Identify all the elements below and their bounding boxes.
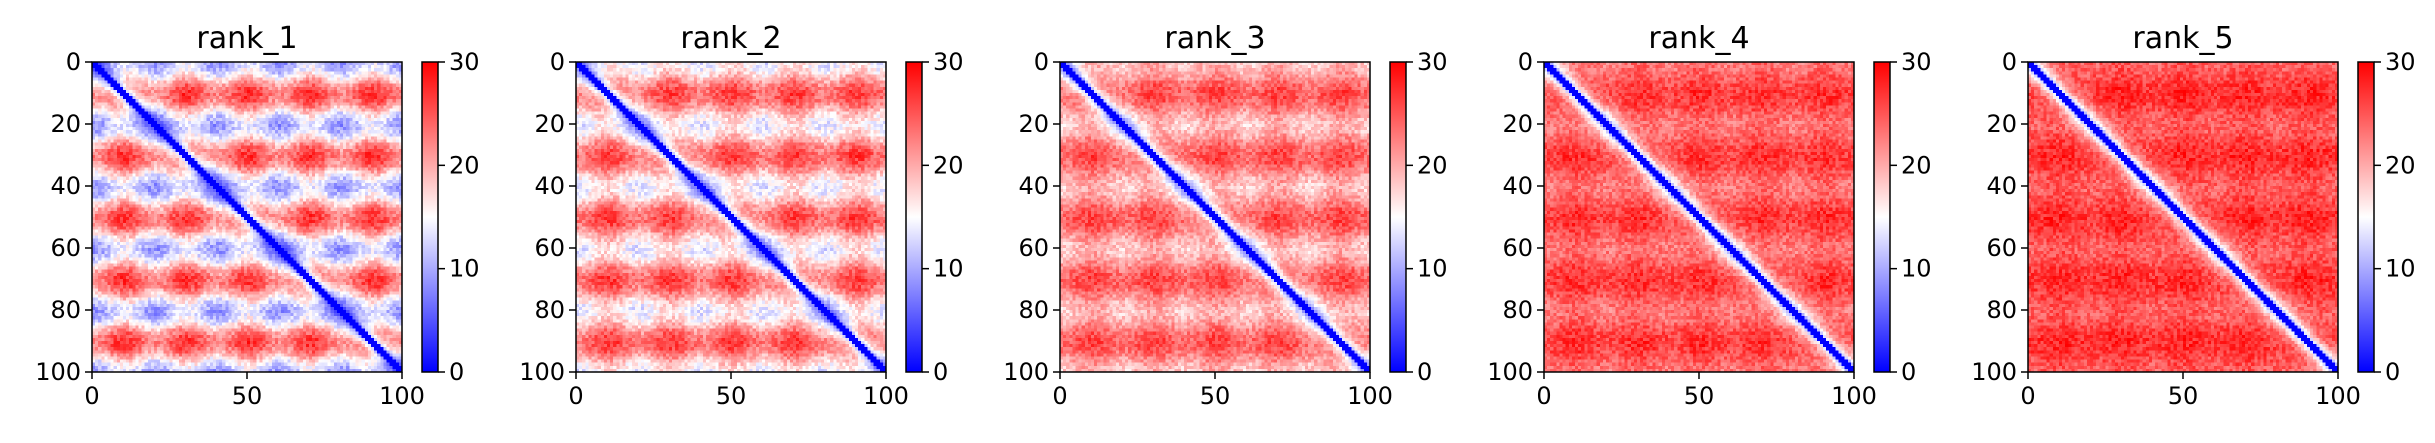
panel-title: rank_3 (1164, 21, 1265, 56)
colorbar (1389, 61, 1407, 373)
y-tick-label: 40 (1502, 172, 1533, 200)
colorbar-tick-label: 0 (1901, 358, 1916, 386)
y-tick-label: 60 (1502, 234, 1533, 262)
y-tick-label: 20 (1502, 110, 1533, 138)
colorbar-tick-label: 30 (1417, 48, 1448, 76)
x-tick-label: 100 (1831, 382, 1877, 410)
colorbar-tick-label: 30 (933, 48, 964, 76)
x-tick-label: 100 (379, 382, 425, 410)
x-tick-label: 50 (1684, 382, 1715, 410)
colorbar-tick-label: 10 (2385, 255, 2416, 283)
colorbar (1873, 61, 1891, 373)
y-tick-label: 0 (550, 48, 565, 76)
y-tick-label: 60 (50, 234, 81, 262)
y-tick-label: 0 (66, 48, 81, 76)
x-tick-label: 0 (1536, 382, 1551, 410)
y-tick-label: 100 (35, 358, 81, 386)
y-tick-label: 60 (534, 234, 565, 262)
y-tick-label: 40 (50, 172, 81, 200)
colorbar-tick-label: 30 (449, 48, 480, 76)
y-tick-label: 80 (1986, 296, 2017, 324)
x-tick-label: 50 (1200, 382, 1231, 410)
x-tick-label: 50 (232, 382, 263, 410)
y-tick-label: 80 (534, 296, 565, 324)
y-tick-label: 100 (1487, 358, 1533, 386)
y-tick-label: 0 (1518, 48, 1533, 76)
x-tick-label: 0 (1052, 382, 1067, 410)
panel-title: rank_4 (1648, 21, 1749, 56)
colorbar-tick-label: 20 (1901, 151, 1932, 179)
y-tick-label: 40 (1986, 172, 2017, 200)
x-tick-label: 0 (2020, 382, 2035, 410)
y-tick-label: 80 (50, 296, 81, 324)
y-tick-label: 60 (1986, 234, 2017, 262)
colorbar-tick-label: 30 (2385, 48, 2416, 76)
colorbar-tick-label: 0 (933, 358, 948, 386)
x-tick-label: 0 (84, 382, 99, 410)
y-tick-label: 0 (1034, 48, 1049, 76)
colorbar-tick-label: 0 (449, 358, 464, 386)
heatmap-image (1060, 62, 1370, 372)
y-tick-label: 20 (1018, 110, 1049, 138)
colorbar-tick-label: 10 (933, 255, 964, 283)
x-tick-label: 0 (568, 382, 583, 410)
y-tick-label: 40 (534, 172, 565, 200)
heatmap-image (2028, 62, 2338, 372)
y-tick-label: 100 (1003, 358, 1049, 386)
y-tick-label: 20 (1986, 110, 2017, 138)
y-tick-label: 40 (1018, 172, 1049, 200)
y-tick-label: 20 (534, 110, 565, 138)
x-tick-label: 100 (2315, 382, 2361, 410)
colorbar-tick-label: 10 (1417, 255, 1448, 283)
heatmap-image (576, 62, 886, 372)
colorbar-tick-label: 10 (449, 255, 480, 283)
x-tick-label: 100 (863, 382, 909, 410)
colorbar-tick-label: 30 (1901, 48, 1932, 76)
colorbar-tick-label: 20 (2385, 151, 2416, 179)
x-tick-label: 100 (1347, 382, 1393, 410)
colorbar (2357, 61, 2375, 373)
y-tick-label: 60 (1018, 234, 1049, 262)
x-tick-label: 50 (2168, 382, 2199, 410)
colorbar (905, 61, 923, 373)
heatmap-image (1544, 62, 1854, 372)
colorbar-tick-label: 0 (1417, 358, 1432, 386)
heatmap-image (92, 62, 402, 372)
y-tick-label: 100 (519, 358, 565, 386)
colorbar-tick-label: 10 (1901, 255, 1932, 283)
y-tick-label: 100 (1971, 358, 2017, 386)
colorbar-tick-label: 20 (449, 151, 480, 179)
panel-title: rank_2 (680, 21, 781, 56)
colorbar-tick-label: 20 (1417, 151, 1448, 179)
colorbar (421, 61, 439, 373)
x-tick-label: 50 (716, 382, 747, 410)
y-tick-label: 80 (1502, 296, 1533, 324)
colorbar-tick-label: 20 (933, 151, 964, 179)
y-tick-label: 80 (1018, 296, 1049, 324)
panel-title: rank_1 (196, 21, 297, 56)
y-tick-label: 0 (2002, 48, 2017, 76)
colorbar-tick-label: 0 (2385, 358, 2400, 386)
panel-title: rank_5 (2132, 21, 2233, 56)
y-tick-label: 20 (50, 110, 81, 138)
